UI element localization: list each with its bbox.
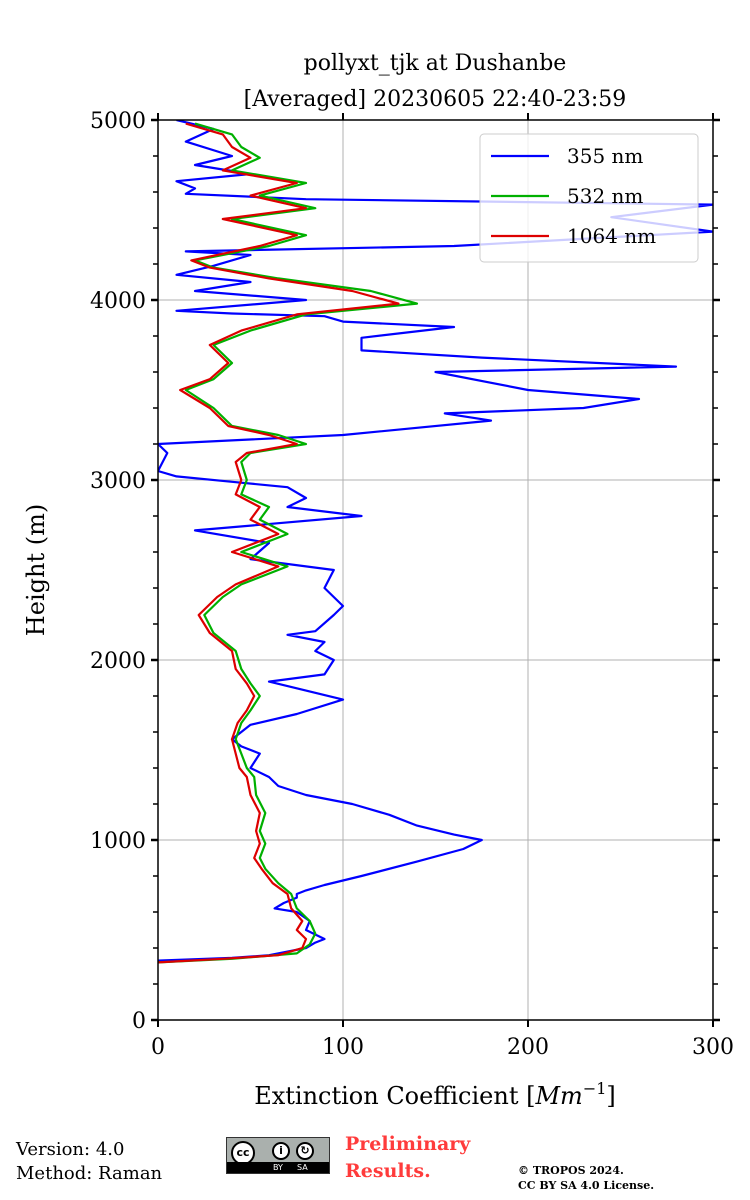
preliminary-notice: Preliminary Results. — [345, 1131, 470, 1185]
y-tick-label: 1000 — [90, 829, 146, 854]
legend-label-532: 532 nm — [567, 184, 643, 208]
plot-frame — [157, 119, 714, 1021]
chart-title-line2: [Averaged] 20230605 22:40-23:59 — [244, 87, 627, 112]
chart-title-line1: pollyxt_tjk at Dushanbe — [304, 51, 567, 76]
copyright-notice: © TROPOS 2024. CC BY SA 4.0 License. — [518, 1163, 654, 1193]
x-tick-label: 200 — [507, 1035, 549, 1060]
series-line-1064-nm — [158, 122, 400, 964]
series-line-355-nm — [158, 120, 713, 962]
version-info: Version: 4.0 Method: Raman — [16, 1138, 162, 1186]
series-line-532-nm — [158, 122, 419, 964]
x-tick-label: 0 — [151, 1035, 165, 1060]
x-tick-label: 100 — [322, 1035, 364, 1060]
copyright-line1: © TROPOS 2024. — [518, 1164, 624, 1177]
legend-box — [479, 133, 699, 263]
cc-logo-icon: cc — [231, 1141, 255, 1165]
y-tick-label: 5000 — [90, 109, 146, 134]
attribution-icon: i — [272, 1142, 290, 1160]
series-layer — [158, 120, 713, 964]
preliminary-line1: Preliminary — [345, 1133, 471, 1155]
x-axis-label: Extinction Coefficient [Mm−1] — [254, 1079, 616, 1110]
preliminary-line2: Results. — [345, 1160, 431, 1182]
legend-label-355: 355 nm — [567, 144, 643, 168]
legend: 355 nm 532 nm 1064 nm — [479, 133, 699, 263]
y-tick-label: 4000 — [90, 289, 146, 314]
version-text: Version: 4.0 — [16, 1139, 125, 1160]
y-tick-label: 2000 — [90, 649, 146, 674]
cc-sa-text: SA — [297, 1163, 308, 1172]
legend-label-1064: 1064 nm — [567, 224, 656, 248]
cc-badge-bar: BY SA — [227, 1162, 329, 1173]
y-axis-label: Height (m) — [22, 504, 50, 636]
method-text: Method: Raman — [16, 1163, 163, 1184]
cc-license-badge: cc i ↻ BY SA — [226, 1137, 330, 1174]
copyright-line2: CC BY SA 4.0 License. — [518, 1179, 655, 1192]
cc-by-text: BY — [273, 1163, 283, 1172]
y-tick-label: 3000 — [90, 469, 146, 494]
x-tick-label: 300 — [692, 1035, 734, 1060]
share-alike-icon: ↻ — [296, 1142, 314, 1160]
y-tick-label: 0 — [132, 1009, 146, 1034]
